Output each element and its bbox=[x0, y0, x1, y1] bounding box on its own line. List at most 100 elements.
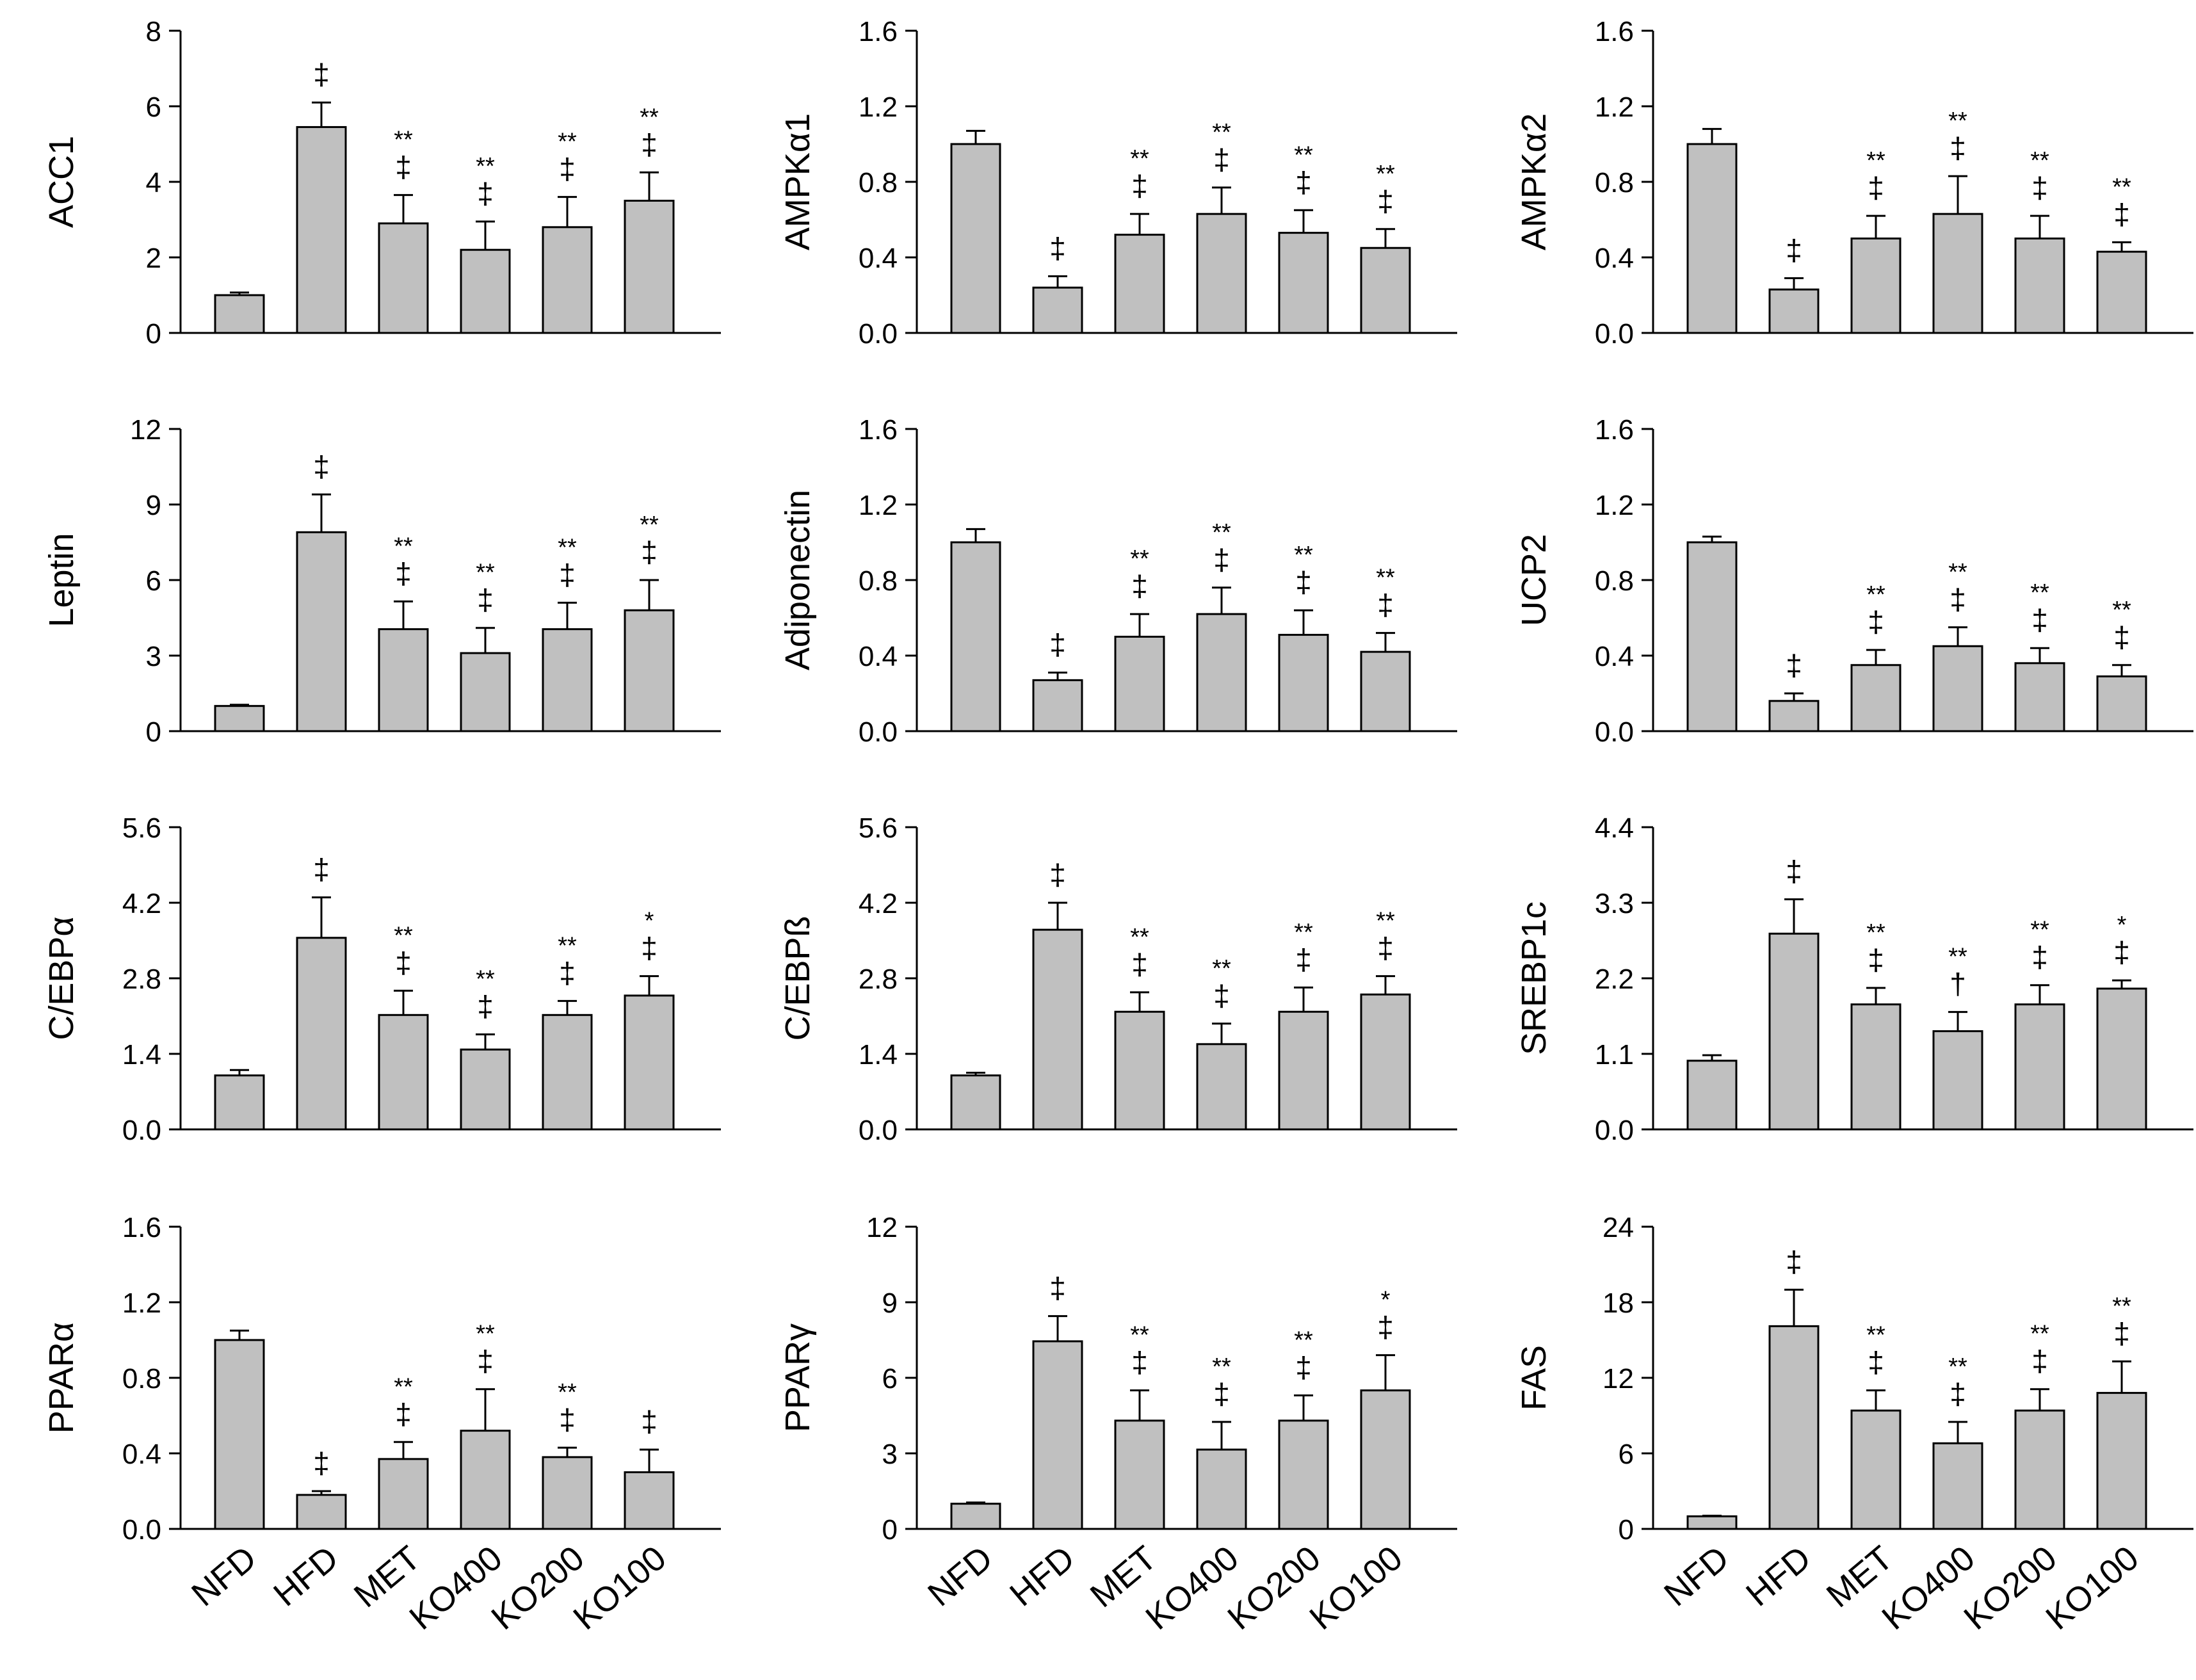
y-tick-label: 8 bbox=[146, 16, 161, 47]
significance-vs-nfd: ‡ bbox=[1295, 1351, 1312, 1384]
bar-HFD bbox=[1768, 700, 1820, 732]
bar-KO400 bbox=[460, 1048, 511, 1131]
significance-vs-hfd: ** bbox=[1130, 924, 1149, 951]
bar-NFD bbox=[1686, 1515, 1738, 1530]
significance-vs-nfd: ‡ bbox=[2113, 1316, 2130, 1350]
significance-vs-hfd: ** bbox=[640, 512, 659, 538]
significance-vs-nfd: ‡ bbox=[1131, 169, 1148, 202]
significance-vs-nfd: ‡ bbox=[1868, 605, 1884, 638]
significance-vs-hfd: ** bbox=[1376, 565, 1395, 592]
significance-vs-hfd: ** bbox=[1130, 545, 1149, 572]
y-tick-label: 0.0 bbox=[1595, 716, 1634, 748]
bar-MET bbox=[1850, 664, 1901, 732]
panel-12: 06121824FASNFD‡HFD‡**MET‡**KO400‡**KO200… bbox=[1515, 1212, 2193, 1637]
panel-7: 0.01.42.84.25.6C/EBPα‡‡**‡** ‡** ‡* bbox=[42, 812, 721, 1146]
bar-HFD bbox=[296, 531, 347, 732]
significance-vs-hfd: ** bbox=[1376, 161, 1395, 188]
y-tick-label: 6 bbox=[146, 92, 161, 123]
significance-vs-nfd: ‡ bbox=[1049, 628, 1066, 661]
y-tick-label: 2 bbox=[146, 243, 161, 274]
y-axis-title: SREBP1c bbox=[1515, 901, 1553, 1055]
bar-HFD bbox=[1032, 1340, 1083, 1530]
significance-vs-hfd: ** bbox=[2112, 1293, 2131, 1320]
y-tick-label: 0.4 bbox=[859, 243, 898, 274]
significance-vs-nfd: ‡ bbox=[1950, 131, 1966, 165]
significance-vs-nfd: ‡ bbox=[559, 152, 576, 186]
significance-vs-hfd: ** bbox=[1212, 119, 1231, 146]
bar-NFD bbox=[214, 1339, 265, 1530]
y-tick-label: 0.8 bbox=[1595, 167, 1634, 198]
y-tick-label: 0.8 bbox=[859, 565, 898, 597]
significance-vs-nfd: ‡ bbox=[477, 583, 494, 617]
bar-KO400 bbox=[460, 1430, 511, 1530]
y-axis-title: ACC1 bbox=[42, 136, 81, 228]
significance-vs-hfd: ** bbox=[1294, 141, 1313, 168]
significance-vs-nfd: ‡ bbox=[1786, 1245, 1802, 1278]
significance-vs-nfd: ‡ bbox=[395, 150, 412, 184]
y-tick-label: 0.0 bbox=[859, 318, 898, 350]
x-tick-label-KO200: KO200 bbox=[484, 1539, 591, 1637]
significance-vs-nfd: ‡ bbox=[1049, 1272, 1066, 1305]
y-tick-label: 1.2 bbox=[859, 490, 898, 521]
y-tick-label: 0.0 bbox=[122, 1115, 161, 1146]
significance-vs-hfd: ** bbox=[1212, 519, 1231, 546]
significance-vs-nfd: ‡ bbox=[641, 127, 658, 161]
significance-vs-hfd: ** bbox=[394, 127, 413, 154]
significance-vs-hfd: ** bbox=[558, 129, 577, 156]
significance-vs-nfd: ‡ bbox=[1377, 184, 1394, 218]
y-axis-title: UCP2 bbox=[1515, 534, 1553, 626]
significance-vs-nfd: ‡ bbox=[395, 556, 412, 590]
significance-vs-nfd: ‡ bbox=[2031, 941, 2048, 974]
significance-vs-hfd: ** bbox=[1294, 919, 1313, 946]
bar-HFD bbox=[1768, 932, 1820, 1131]
y-tick-label: 0.0 bbox=[122, 1514, 161, 1546]
y-tick-label: 1.4 bbox=[122, 1039, 161, 1070]
bar-KO200 bbox=[1278, 232, 1329, 334]
bar-HFD bbox=[296, 937, 347, 1131]
significance-vs-nfd: ‡ bbox=[559, 558, 576, 591]
y-tick-label: 0.4 bbox=[122, 1439, 161, 1470]
y-axis-title: Adiponectin bbox=[779, 490, 817, 670]
x-tick-label-KO200: KO200 bbox=[1220, 1539, 1327, 1637]
y-tick-label: 0.8 bbox=[859, 167, 898, 198]
bar-KO100 bbox=[2096, 675, 2147, 732]
y-axis-title: AMPKα2 bbox=[1515, 113, 1553, 250]
y-tick-label: 3 bbox=[146, 641, 161, 672]
bar-KO400 bbox=[1932, 213, 1983, 334]
bar-HFD bbox=[1032, 679, 1083, 732]
x-tick-label-KO400: KO400 bbox=[1875, 1539, 1982, 1637]
bar-HFD bbox=[1768, 288, 1820, 334]
bar-NFD bbox=[1686, 143, 1738, 334]
significance-vs-hfd: ** bbox=[394, 533, 413, 560]
x-tick-label-NFD: NFD bbox=[1657, 1539, 1736, 1613]
significance-vs-hfd: ** bbox=[558, 1379, 577, 1406]
significance-vs-hfd: ** bbox=[1866, 919, 1885, 946]
significance-vs-nfd: ‡ bbox=[1295, 565, 1312, 599]
x-tick-label-KO400: KO400 bbox=[402, 1539, 509, 1637]
significance-vs-nfd: ‡ bbox=[1868, 1346, 1884, 1379]
bar-KO200 bbox=[2014, 238, 2065, 334]
bar-HFD bbox=[1032, 286, 1083, 334]
significance-vs-nfd: ‡ bbox=[1868, 943, 1884, 976]
significance-vs-hfd: ** bbox=[2030, 1321, 2049, 1348]
bar-KO400 bbox=[1196, 213, 1247, 334]
significance-vs-hfd: ** bbox=[1866, 581, 1885, 608]
bar-KO400 bbox=[1932, 645, 1983, 732]
significance-vs-nfd: ‡ bbox=[1295, 942, 1312, 976]
bar-NFD bbox=[950, 143, 1001, 334]
bar-MET bbox=[378, 222, 429, 334]
significance-vs-nfd: ‡ bbox=[2031, 603, 2048, 636]
significance-vs-nfd: ‡ bbox=[1377, 588, 1394, 622]
bar-KO200 bbox=[542, 226, 593, 334]
bar-KO200 bbox=[542, 1456, 593, 1530]
bar-HFD bbox=[1768, 1325, 1820, 1530]
y-axis-title: C/EBPα bbox=[42, 916, 81, 1040]
y-tick-label: 4 bbox=[146, 167, 161, 198]
bar-KO400 bbox=[1196, 613, 1247, 732]
significance-vs-nfd: ‡ bbox=[477, 1345, 494, 1378]
panel-8: 0.01.42.84.25.6C/EBPß‡‡**‡** ‡** ‡** bbox=[779, 812, 1457, 1146]
y-tick-label: 0.8 bbox=[122, 1363, 161, 1394]
y-tick-label: 5.6 bbox=[859, 812, 898, 844]
significance-vs-nfd: ‡ bbox=[1377, 1311, 1394, 1344]
significance-vs-nfd: ‡ bbox=[2113, 620, 2130, 654]
